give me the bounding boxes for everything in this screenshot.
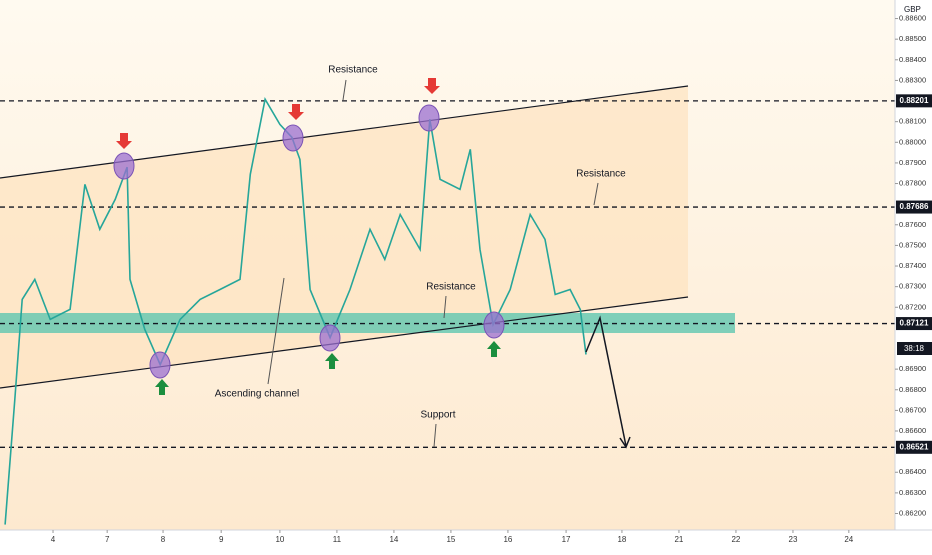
touch-markers [113,104,505,379]
level-box [896,200,932,214]
level-box [896,317,932,331]
level-box [896,440,932,454]
up-arrow [155,379,169,395]
annotation: Support [420,410,455,421]
x-tick-label: 7 [105,535,110,544]
x-tick-label: 14 [389,535,398,544]
x-tick-label: 9 [219,535,224,544]
level-box [896,94,932,108]
y-tick-label: 0.86700 [899,405,926,414]
y-tick-label: 0.86800 [899,385,926,394]
x-tick-label: 22 [731,535,740,544]
y-tick-label: 0.88600 [899,14,926,23]
level-label: 0.87686 [900,202,929,211]
x-tick-label: 15 [446,535,455,544]
time-axis [0,530,932,550]
y-tick-label: 0.87800 [899,179,926,188]
y-tick-label: 0.87500 [899,240,926,249]
y-tick-label: 0.87900 [899,158,926,167]
channel-lower [0,296,689,389]
price-axis [895,0,932,550]
up-arrow [487,341,501,357]
up-arrow [325,353,339,369]
x-tick-label: 4 [51,535,56,544]
pointer [433,423,437,448]
y-tick-label: 0.88500 [899,34,926,43]
y-tick-label: 0.88100 [899,117,926,126]
level-label: 0.87121 [900,319,929,328]
y-tick-label: 0.86300 [899,488,926,497]
x-tick-label: 8 [161,535,166,544]
x-tick-label: 16 [503,535,512,544]
touch-circle [319,324,341,352]
y-tick-label: 0.87200 [899,302,926,311]
y-tick-label: 0.86900 [899,364,926,373]
projection [585,315,627,447]
y-tick-label: 0.87400 [899,261,926,270]
touch-circle [483,311,505,339]
y-tick-label: 0.88000 [899,137,926,146]
touch-circle [282,124,304,152]
pointer [443,295,447,319]
projection-head [619,436,631,449]
y-tick-label: 0.88300 [899,75,926,84]
y-tick-label: 0.87600 [899,220,926,229]
annotation: Resistance [576,169,626,180]
touch-circle [418,104,440,132]
x-tick-label: 18 [617,535,626,544]
currency-label: GBP [904,5,921,14]
level-label: 0.86521 [900,442,929,451]
x-tick-label: 21 [674,535,683,544]
x-tick-label: 24 [844,535,853,544]
annotation: Resistance [426,282,476,293]
pointer [267,277,285,385]
x-tick-label: 17 [562,535,571,544]
y-tick-label: 0.87300 [899,282,926,291]
x-tick-label: 23 [789,535,798,544]
down-arrow [116,133,132,149]
level-label: 0.88201 [900,96,929,105]
y-tick-label: 0.88400 [899,55,926,64]
touch-circle [113,152,135,180]
countdown: 38:18 [904,344,925,353]
annotation: Ascending channel [215,389,300,400]
y-tick-label: 0.86400 [899,467,926,476]
down-arrow [424,78,440,94]
y-tick-label: 0.86200 [899,508,926,517]
down-arrow [288,104,304,120]
demand-zone [0,313,735,333]
touch-circle [149,351,171,379]
pointer [342,79,347,101]
countdown-box [897,342,932,355]
x-tick-label: 10 [275,535,284,544]
arrows [116,78,501,395]
channel-fill [0,86,688,388]
x-tick-label: 11 [333,535,342,544]
annotation: Resistance [328,65,378,76]
pointer [593,182,599,206]
y-tick-label: 0.86600 [899,426,926,435]
